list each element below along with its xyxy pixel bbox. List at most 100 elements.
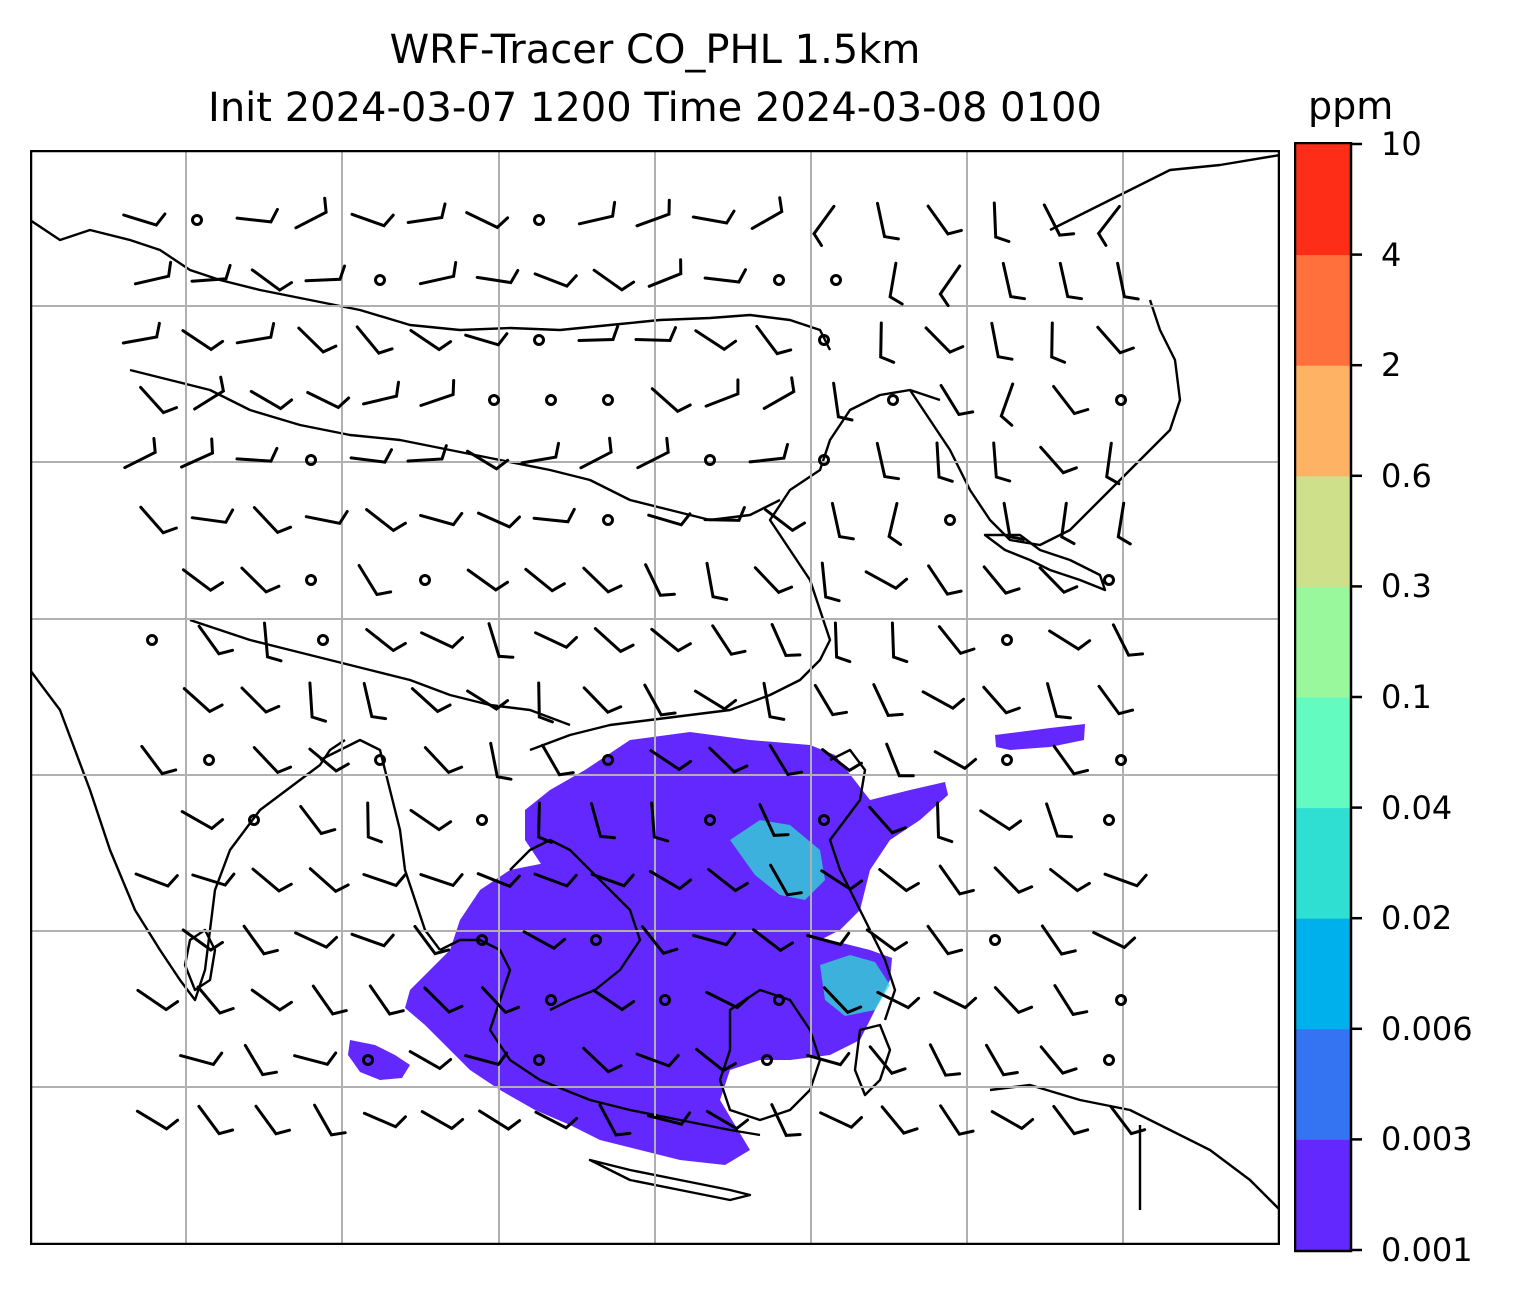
calm-wind-marker [704, 814, 716, 826]
wind-barb [635, 1052, 680, 1068]
gridlines [30, 150, 1280, 1245]
wind-barb [1039, 1045, 1078, 1075]
calm-wind-marker [1115, 754, 1127, 766]
wind-barb [819, 1111, 863, 1129]
wind-barb [250, 988, 293, 1012]
wind-barb [938, 864, 975, 896]
calm-wind-marker [887, 394, 899, 406]
wind-barb [254, 1104, 291, 1136]
calm-wind-marker [362, 1054, 374, 1066]
colorbar-tick-label: 0.1 [1381, 678, 1432, 716]
wind-barb [190, 263, 232, 283]
wind-barb [423, 986, 464, 1014]
wind-barb [598, 1103, 632, 1137]
wind-barb [592, 268, 636, 292]
wind-barb [753, 566, 794, 595]
wind-barb [868, 805, 907, 835]
wind-barb [833, 621, 852, 664]
wind-barb [937, 625, 976, 656]
wind-barb [705, 990, 750, 1010]
coastline-korea-japan [909, 299, 1182, 547]
wind-barb [408, 1050, 453, 1071]
calm-wind-marker [305, 574, 317, 586]
calm-wind-marker [533, 334, 545, 346]
wind-barb [1048, 629, 1092, 651]
wind-barb [579, 436, 613, 470]
wind-barb [939, 384, 975, 417]
colorbar-band [1296, 807, 1350, 919]
wind-barb [136, 988, 180, 1012]
wind-barb [582, 1046, 623, 1074]
wind-barb [365, 628, 407, 653]
wind-barb [197, 624, 234, 656]
wind-barb [350, 932, 395, 948]
wind-barb [875, 441, 900, 481]
calm-wind-marker [602, 514, 614, 526]
calm-wind-marker [488, 394, 500, 406]
coastline-sulawesi [853, 1023, 892, 1097]
wind-barb [992, 201, 1011, 243]
coastline-srilanka [183, 928, 217, 992]
wind-barb [647, 1111, 692, 1126]
calm-wind-marker [1001, 634, 1013, 646]
calm-wind-marker [830, 274, 842, 286]
wind-barb [979, 809, 1023, 832]
wind-barb [181, 329, 225, 352]
wind-barb [487, 622, 515, 659]
wind-barb [1111, 623, 1145, 657]
calm-wind-marker [317, 634, 329, 646]
calm-wind-marker [602, 394, 614, 406]
coastline-new-guinea [989, 1083, 1280, 1211]
wind-barb [182, 687, 224, 714]
wind-barb [139, 385, 178, 415]
calm-wind-marker [545, 994, 557, 1006]
wind-barb [1050, 321, 1067, 364]
wind-barb [240, 566, 281, 594]
wind-barb [708, 746, 749, 774]
calm-wind-marker [818, 814, 830, 826]
calm-wind-marker [1103, 1054, 1115, 1066]
wind-barb [181, 928, 224, 952]
wind-barb [888, 261, 904, 306]
wind-barb [758, 803, 790, 837]
tracer-region-southwest [348, 1040, 410, 1080]
wind-barb [357, 564, 393, 597]
coastline-siberia [1049, 153, 1280, 232]
wind-barb [769, 863, 803, 897]
wind-barb [1092, 931, 1137, 950]
calm-wind-marker [989, 934, 1001, 946]
wind-barb [537, 681, 554, 724]
wind-barb [694, 689, 738, 711]
calm-wind-marker [476, 934, 488, 946]
border-himalaya [189, 618, 571, 727]
wind-barb [924, 326, 965, 354]
calm-wind-marker [944, 514, 956, 526]
wind-barb [349, 448, 393, 464]
wind-barb [410, 687, 452, 714]
wind-barb [1103, 872, 1148, 888]
wind-barb [350, 212, 395, 228]
wind-barb [933, 750, 978, 771]
coastline-philippines [828, 748, 897, 1021]
wind-barb [121, 321, 161, 345]
wind-barb [1096, 325, 1135, 355]
wind-barb [311, 984, 348, 1016]
calm-wind-marker [1001, 754, 1013, 766]
wind-barb [1052, 1104, 1090, 1136]
calm-wind-marker [305, 454, 317, 466]
colorbar-tick-label: 0.6 [1381, 456, 1432, 495]
wind-barb [1002, 501, 1026, 541]
wind-barb [921, 690, 966, 711]
wind-barb [764, 508, 806, 533]
calm-wind-marker [1103, 574, 1115, 586]
wind-barb [582, 686, 623, 714]
wind-barb [982, 685, 1021, 715]
wind-barb [868, 1045, 907, 1075]
chart-subtitle: Init 2024-03-07 1200 Time 2024-03-08 010… [208, 85, 1102, 131]
wind-barb [179, 1051, 224, 1067]
wind-barb [820, 869, 864, 892]
colorbar-band [1296, 697, 1350, 809]
border-china-mongolia [129, 368, 781, 522]
wind-barb [406, 444, 448, 463]
wind-barb [1039, 445, 1078, 475]
